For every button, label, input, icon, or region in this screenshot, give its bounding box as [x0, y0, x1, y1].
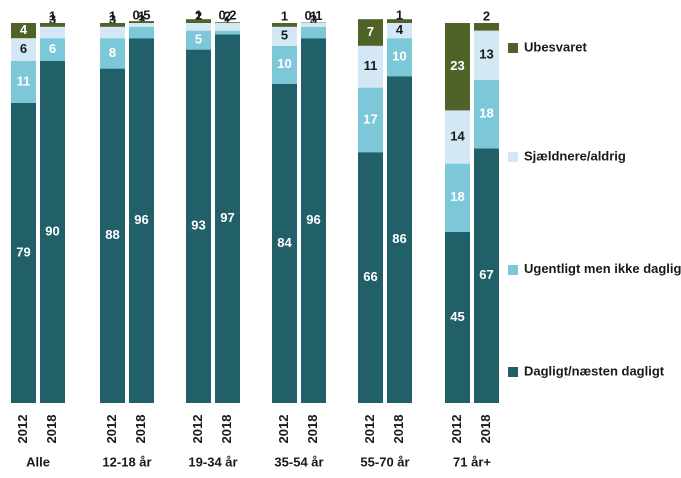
- legend-swatch: [508, 152, 518, 162]
- group-label: 55-70 år: [360, 454, 409, 469]
- group-label: 19-34 år: [188, 454, 237, 469]
- value-label: 0,1: [304, 8, 322, 23]
- legend-label: Ubesvaret: [524, 39, 588, 54]
- group-label: Alle: [26, 454, 50, 469]
- bar-segment: [100, 27, 125, 38]
- legend-label-line: Ugentligt men ikke dagligt: [524, 261, 681, 276]
- value-label: 1: [195, 7, 202, 22]
- value-label: 96: [306, 212, 320, 227]
- value-label: 4: [396, 22, 404, 37]
- bar-segment: [186, 23, 211, 31]
- value-label: 14: [450, 128, 465, 143]
- value-label: 1: [396, 7, 403, 22]
- value-label: 1: [49, 8, 56, 23]
- value-label: 1: [109, 8, 116, 23]
- value-label: 4: [20, 22, 28, 37]
- legend-label: Dagligt/næsten dagligt: [524, 363, 665, 378]
- value-label: 93: [191, 218, 205, 233]
- value-label: 67: [479, 267, 493, 282]
- legend-label: Sjældnere/aldrig: [524, 148, 626, 163]
- value-label: 2: [483, 8, 490, 23]
- legend-swatch: [508, 265, 518, 275]
- bar-segment: [301, 23, 326, 27]
- value-label: 97: [220, 210, 234, 225]
- x-tick-label: 2018: [44, 415, 59, 444]
- bar-segment: [40, 23, 65, 27]
- bar-segment: [301, 27, 326, 38]
- value-label: 66: [363, 269, 377, 284]
- value-label: 5: [281, 28, 288, 43]
- group-label: 12-18 år: [102, 454, 151, 469]
- x-tick-label: 2018: [478, 415, 493, 444]
- value-label: 84: [277, 235, 292, 250]
- value-label: 6: [49, 41, 56, 56]
- x-tick-label: 2018: [305, 415, 320, 444]
- bar-segment: [100, 23, 125, 27]
- x-tick-label: 2012: [276, 415, 291, 444]
- x-tick-label: 2012: [449, 415, 464, 444]
- value-label: 11: [17, 73, 31, 88]
- x-tick-label: 2012: [362, 415, 377, 444]
- value-label: 10: [277, 56, 291, 71]
- group-label: 35-54 år: [274, 454, 323, 469]
- value-label: 88: [105, 227, 119, 242]
- value-label: 6: [20, 41, 27, 56]
- value-label: 17: [363, 111, 377, 126]
- legend-label: Ugentligt men ikke dagligt: [524, 261, 681, 276]
- bar-segment: [40, 27, 65, 38]
- x-tick-label: 2012: [104, 415, 119, 444]
- value-label: 10: [392, 49, 406, 64]
- bar-segment: [129, 27, 154, 38]
- x-tick-label: 2012: [15, 415, 30, 444]
- x-tick-label: 2018: [391, 415, 406, 444]
- x-tick-label: 2018: [133, 415, 148, 444]
- value-label: 1: [281, 8, 288, 23]
- value-label: 79: [16, 244, 30, 259]
- value-label: 86: [392, 231, 406, 246]
- x-tick-label: 2018: [219, 415, 234, 444]
- bar-segment: [215, 31, 240, 35]
- value-label: 45: [450, 309, 464, 324]
- value-label: 90: [45, 223, 59, 238]
- value-label: 8: [109, 45, 116, 60]
- value-label: 7: [367, 24, 374, 39]
- value-label: 96: [134, 212, 148, 227]
- value-label: 5: [195, 32, 202, 47]
- value-label: 0,2: [218, 8, 236, 23]
- bar-segment: [129, 23, 154, 27]
- legend-swatch: [508, 367, 518, 377]
- value-label: 13: [479, 47, 493, 62]
- bar-segment: [215, 23, 240, 31]
- value-label: 18: [450, 189, 464, 204]
- value-label: 0,5: [132, 7, 150, 22]
- legend-swatch: [508, 43, 518, 53]
- x-tick-label: 2012: [190, 415, 205, 444]
- bar-segment: [272, 23, 297, 27]
- value-label: 23: [450, 58, 464, 73]
- value-label: 11: [364, 58, 378, 73]
- bar-segment: [474, 23, 499, 31]
- group-label: 71 år+: [453, 454, 491, 469]
- value-label: 18: [479, 106, 493, 121]
